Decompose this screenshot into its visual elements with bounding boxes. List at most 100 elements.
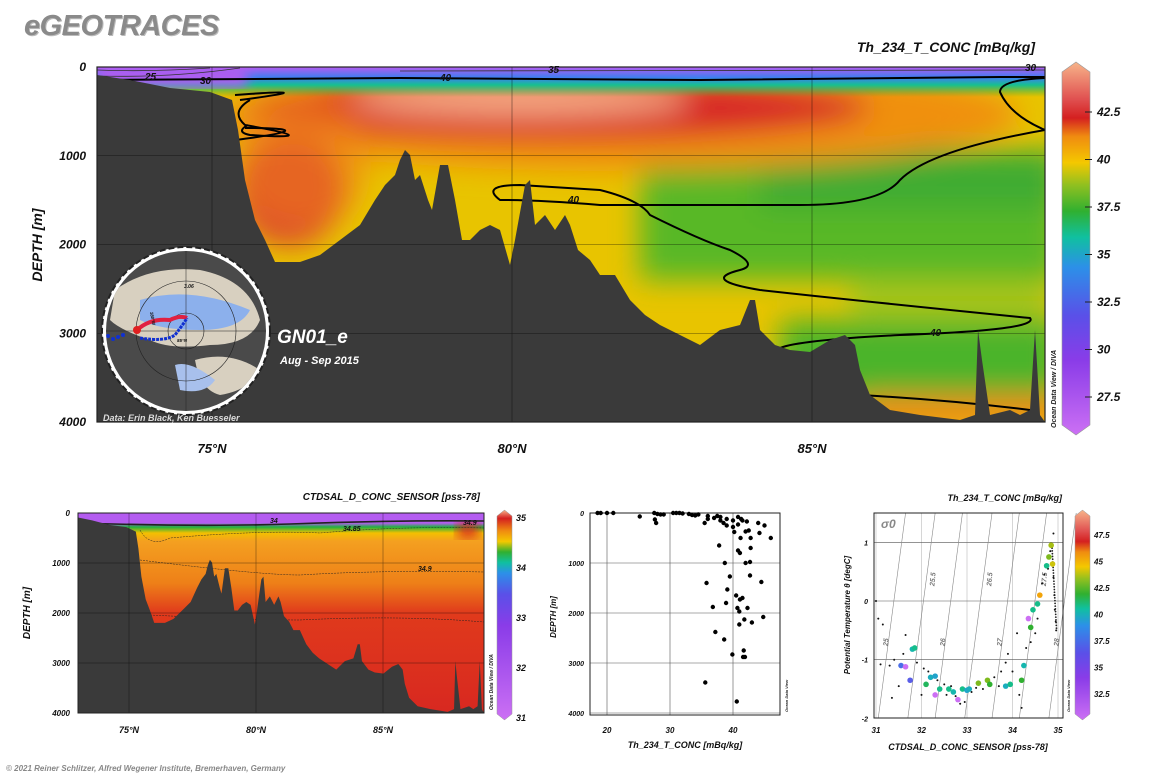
contour-label: 34.9 [463, 520, 477, 527]
data-point-colored [1049, 561, 1056, 567]
ts-watermark: Ocean Data View [1066, 679, 1071, 712]
main-ylabel: DEPTH [m] [29, 207, 45, 281]
y-tick-label: 0 [864, 599, 868, 606]
data-point [742, 617, 747, 622]
data-point [722, 560, 728, 566]
data-point-small [902, 652, 905, 655]
data-point [744, 519, 750, 524]
data-point [702, 520, 707, 526]
data-point-small [1053, 596, 1056, 599]
data-point-small [881, 623, 884, 626]
data-point-small [975, 686, 978, 689]
data-point [674, 510, 679, 516]
data-point-small [920, 693, 923, 696]
isopycnal-line [877, 512, 906, 719]
data-point [761, 614, 766, 620]
main-watermark: Ocean Data View / DIVA [1051, 350, 1058, 428]
data-point-colored [1030, 607, 1036, 613]
salinity-watermark: Ocean Data View / DIVA [489, 654, 495, 710]
inset-label-85n: 85°N [177, 338, 188, 343]
contour-label: 35 [548, 65, 560, 76]
data-point-colored [1037, 592, 1043, 598]
data-point [734, 699, 739, 704]
data-point-small [1051, 558, 1054, 561]
data-point [658, 512, 663, 517]
x-tick-label: 30 [666, 726, 675, 735]
data-point-colored [1046, 554, 1052, 560]
data-point-small [954, 695, 957, 698]
data-point [762, 523, 767, 528]
egeotraces-logo: eGEOTRACES [24, 10, 219, 42]
contour-label: 30 [200, 76, 212, 87]
y-tick-label: 4000 [51, 709, 70, 718]
salinity-ylabel: DEPTH [m] [22, 586, 33, 639]
data-point-colored [955, 696, 961, 703]
data-point-colored [1018, 677, 1025, 684]
data-point-colored [959, 686, 966, 692]
colorbar-tick-label: 32 [516, 663, 526, 673]
data-point-small [1054, 599, 1056, 602]
data-point-small [997, 685, 1000, 688]
data-point [756, 520, 761, 526]
data-point-small [915, 661, 918, 664]
data-point-small [943, 683, 946, 686]
data-point-small [927, 670, 930, 673]
isopycnal-line [1019, 512, 1047, 719]
data-point [742, 654, 748, 660]
data-point [749, 620, 755, 625]
data-point-small [1053, 583, 1055, 585]
data-point [735, 514, 741, 520]
data-point [604, 510, 610, 516]
data-point-small [1053, 594, 1056, 596]
data-point-colored [950, 689, 957, 695]
data-point [747, 559, 753, 565]
data-point-small [963, 700, 966, 703]
y-tick-label: 1000 [568, 561, 584, 568]
data-point-small [1034, 632, 1037, 635]
isopycnal-label: 27 [997, 637, 1005, 647]
data-point [748, 535, 753, 541]
data-point-colored [932, 692, 938, 698]
inset-label-lat: 3.06 [184, 284, 194, 290]
data-point-small [1043, 573, 1046, 576]
data-point [741, 648, 746, 653]
data-point-colored [1043, 562, 1050, 569]
data-point [738, 535, 743, 541]
y-tick-label: 1000 [52, 559, 70, 568]
x-tick-label: 75°N [119, 725, 140, 735]
data-point-small [1053, 588, 1056, 591]
data-point [759, 579, 764, 585]
data-point-small [888, 664, 891, 667]
colorbar-tick-label: 31 [516, 713, 526, 723]
colorbar-tick-label: 32.5 [1097, 295, 1121, 309]
data-point-small [879, 663, 882, 666]
data-point-small [1055, 621, 1058, 624]
data-point-small [1049, 550, 1052, 553]
y-tick-label: 2000 [51, 609, 70, 618]
data-point [721, 520, 726, 526]
data-point-small [1055, 627, 1058, 630]
main-colorbar [1061, 61, 1091, 436]
x-tick-label: 34 [1008, 726, 1017, 735]
data-point [733, 593, 739, 598]
contour-label: 40 [567, 195, 580, 206]
x-tick-label: 31 [872, 726, 881, 735]
data-point-small [1052, 577, 1055, 580]
data-point-small [1053, 585, 1056, 588]
isopycnal-line [907, 512, 936, 719]
data-point [713, 629, 718, 635]
data-point-small [1055, 624, 1058, 627]
data-point-small [1018, 693, 1021, 696]
colorbar-tick-label: 33 [516, 613, 526, 623]
colorbar-tick-label: 35 [516, 513, 527, 523]
section-dates: Aug - Sep 2015 [279, 355, 360, 367]
colorbar-tick-label: 40 [1093, 611, 1103, 620]
data-point [704, 580, 709, 586]
salinity-seafloor [78, 517, 484, 713]
data-point-small [1051, 555, 1054, 558]
isopycnal-line [991, 512, 1020, 719]
contour-label: 34 [270, 518, 278, 525]
x-tick-label: 80°N [246, 725, 267, 735]
isopycnal-label: 26.5 [986, 572, 994, 587]
